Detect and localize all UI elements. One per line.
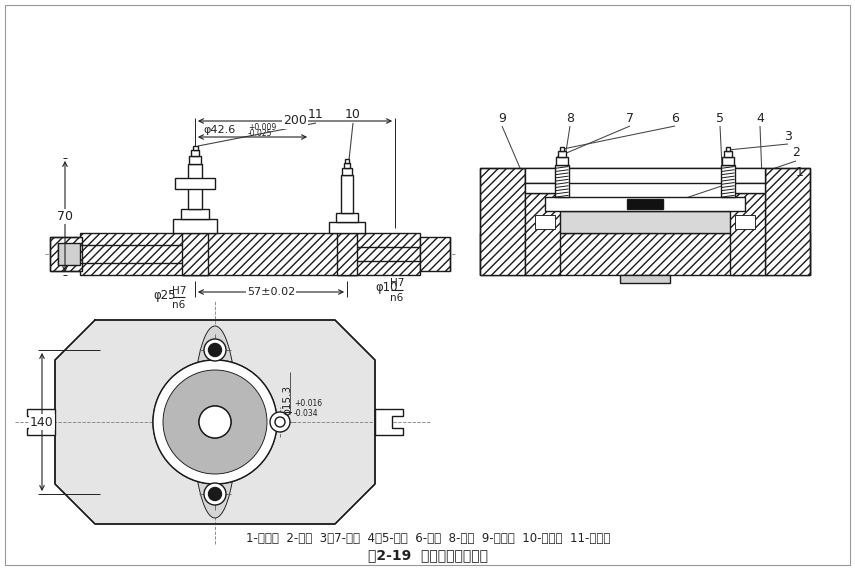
Text: φ10: φ10 (375, 280, 398, 294)
Bar (765, 168, 810, 275)
Bar (342, 168, 352, 175)
Bar (188, 164, 202, 209)
Polygon shape (27, 409, 55, 435)
Bar (344, 163, 350, 168)
Bar (329, 222, 365, 233)
Circle shape (275, 417, 285, 427)
Circle shape (153, 360, 277, 484)
Text: 7: 7 (626, 112, 634, 124)
Circle shape (204, 483, 226, 505)
Text: 200: 200 (283, 115, 307, 128)
Text: φ42.6: φ42.6 (203, 125, 235, 135)
Bar (525, 168, 765, 183)
Text: -0.025: -0.025 (248, 128, 273, 137)
Circle shape (163, 370, 267, 474)
Bar (58, 243, 80, 265)
Bar (535, 211, 755, 233)
Bar (192, 145, 198, 150)
Bar (555, 165, 569, 197)
Bar (182, 233, 208, 275)
Text: +0.009: +0.009 (248, 123, 276, 132)
Text: 3: 3 (784, 129, 792, 142)
Bar (556, 157, 568, 165)
Text: n6: n6 (391, 293, 404, 303)
Text: -0.034: -0.034 (294, 409, 319, 417)
Bar (420, 237, 450, 271)
Bar (189, 156, 201, 164)
Bar (724, 151, 732, 157)
Text: 5: 5 (716, 112, 724, 124)
Bar (525, 193, 560, 275)
Bar (545, 197, 745, 211)
Bar (173, 219, 217, 233)
Text: 70: 70 (57, 210, 73, 223)
Bar (721, 165, 735, 197)
Circle shape (153, 360, 277, 484)
Text: 1: 1 (796, 166, 804, 180)
Bar (175, 178, 215, 189)
Text: 1-夹具体  2-压板  3、7-螺母  4、5-垫圈  6-螺栓  8-弹簧  9-定位键  10-菱形销  11-圆柱销: 1-夹具体 2-压板 3、7-螺母 4、5-垫圈 6-螺栓 8-弹簧 9-定位键… (246, 531, 610, 544)
Text: 10: 10 (345, 108, 361, 121)
Text: H7: H7 (390, 278, 404, 288)
Text: 57±0.02: 57±0.02 (247, 287, 295, 297)
Text: φ25: φ25 (153, 288, 175, 302)
Text: 2: 2 (792, 146, 800, 160)
Ellipse shape (193, 326, 237, 518)
Polygon shape (55, 320, 375, 524)
Text: φ15.3: φ15.3 (282, 385, 292, 415)
Bar (345, 159, 349, 163)
Polygon shape (375, 409, 403, 435)
Bar (722, 157, 734, 165)
Bar (80, 233, 420, 275)
Text: 6: 6 (671, 112, 679, 124)
Bar (480, 233, 810, 275)
Bar (730, 183, 765, 193)
Bar (341, 175, 353, 213)
Text: 11: 11 (308, 108, 324, 121)
Text: H7: H7 (172, 286, 186, 296)
Bar (558, 151, 566, 157)
Bar (730, 193, 765, 275)
Bar (191, 150, 199, 156)
Bar (525, 183, 560, 193)
Bar (50, 237, 82, 271)
Text: 9: 9 (498, 112, 506, 124)
Text: 140: 140 (30, 416, 54, 429)
Bar (337, 233, 357, 275)
Text: 8: 8 (566, 112, 574, 124)
Circle shape (204, 339, 226, 361)
Bar (560, 147, 564, 151)
Circle shape (163, 370, 267, 474)
Circle shape (209, 487, 221, 500)
Bar (336, 213, 358, 222)
Bar (627, 199, 663, 209)
Circle shape (270, 412, 290, 432)
Text: +0.016: +0.016 (294, 400, 322, 409)
Circle shape (199, 406, 231, 438)
Text: n6: n6 (173, 300, 186, 310)
Bar (735, 215, 755, 229)
Text: 4: 4 (756, 112, 764, 124)
Circle shape (209, 344, 221, 356)
Bar (535, 215, 555, 229)
Bar (726, 147, 730, 151)
Circle shape (199, 406, 231, 438)
Text: 图2-19  连杆铣槽夹具结构: 图2-19 连杆铣槽夹具结构 (368, 548, 488, 562)
Bar (181, 209, 209, 219)
Bar (620, 275, 670, 283)
Bar (480, 168, 525, 275)
